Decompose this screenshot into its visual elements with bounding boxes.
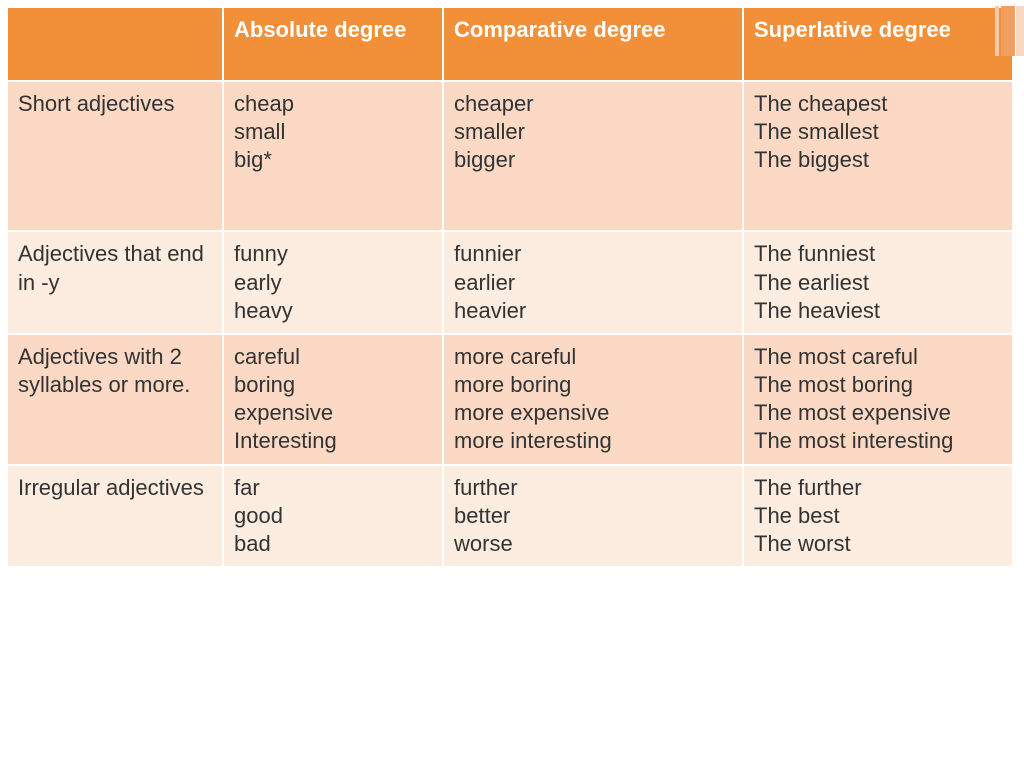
table-header: Absolute degree Comparative degree Super… [7,7,1013,81]
header-superlative: Superlative degree [743,7,1013,81]
adjective-degree-table: Absolute degree Comparative degree Super… [6,6,1014,568]
table-row: Short adjectivescheap small big*cheaper … [7,81,1013,231]
cell-comparative: further better worse [443,465,743,567]
table-body: Short adjectivescheap small big*cheaper … [7,81,1013,567]
table-row: Irregular adjectivesfar good badfurther … [7,465,1013,567]
cell-comparative: more careful more boring more expensive … [443,334,743,465]
header-comparative: Comparative degree [443,7,743,81]
cell-absolute: careful boring expensive Interesting [223,334,443,465]
cell-superlative: The further The best The worst [743,465,1013,567]
cell-category: Adjectives that end in -y [7,231,223,333]
cell-category: Short adjectives [7,81,223,231]
cell-superlative: The cheapest The smallest The biggest [743,81,1013,231]
cell-absolute: cheap small big* [223,81,443,231]
cell-comparative: cheaper smaller bigger [443,81,743,231]
header-category [7,7,223,81]
table-row: Adjectives that end in -yfunny early hea… [7,231,1013,333]
cell-comparative: funnier earlier heavier [443,231,743,333]
cell-category: Irregular adjectives [7,465,223,567]
table-row: Adjectives with 2 syllables or more.care… [7,334,1013,465]
cell-category: Adjectives with 2 syllables or more. [7,334,223,465]
cell-absolute: funny early heavy [223,231,443,333]
cell-superlative: The most careful The most boring The mos… [743,334,1013,465]
cell-absolute: far good bad [223,465,443,567]
header-absolute: Absolute degree [223,7,443,81]
cell-superlative: The funniest The earliest The heaviest [743,231,1013,333]
